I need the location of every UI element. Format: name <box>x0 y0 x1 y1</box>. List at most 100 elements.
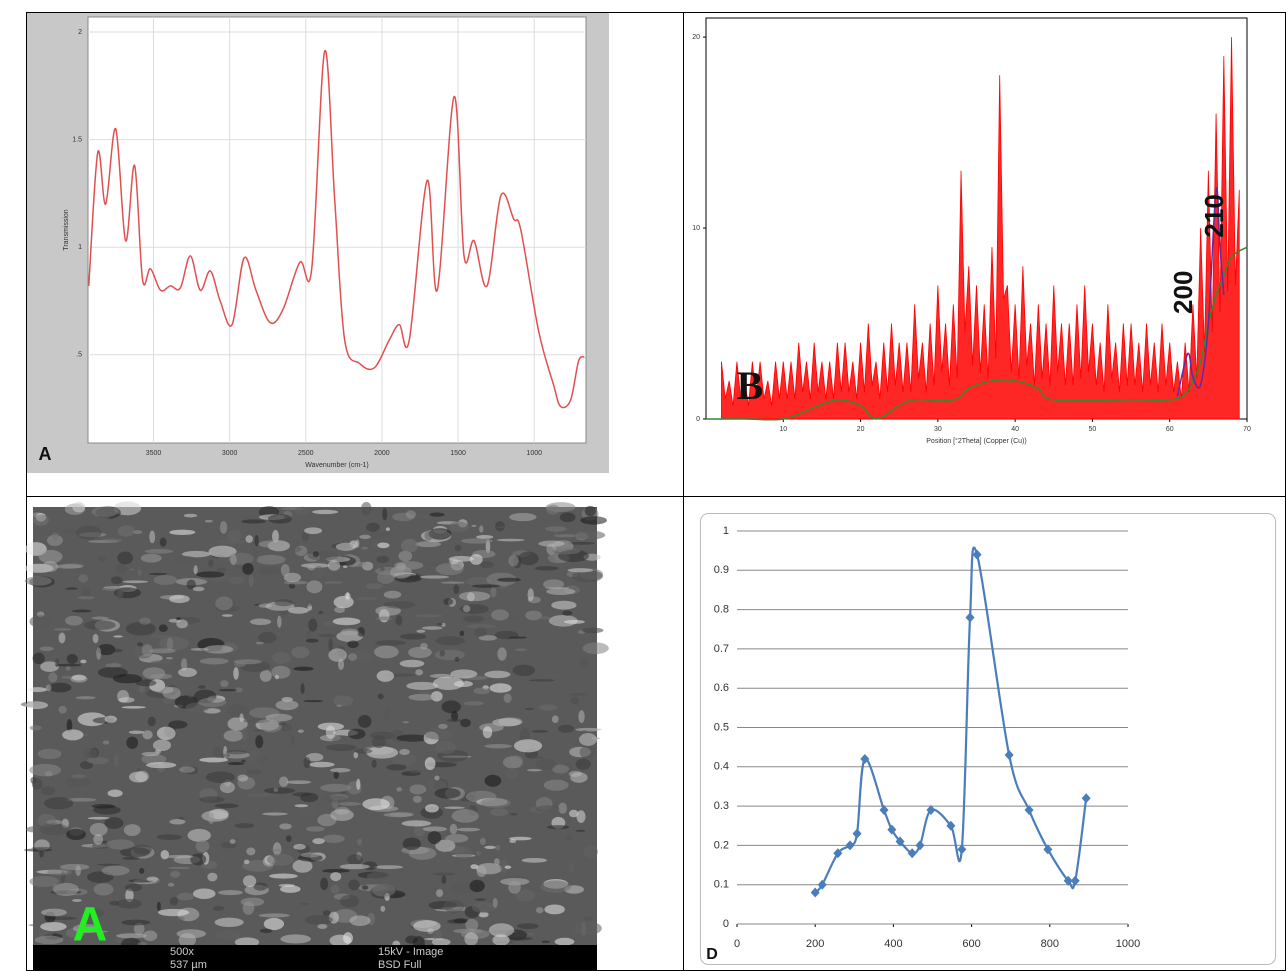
sem-texture <box>366 522 380 532</box>
sem-texture <box>79 761 94 770</box>
sem-texture <box>87 816 111 820</box>
sem-texture <box>66 828 86 841</box>
sem-texture <box>480 561 495 569</box>
sem-texture <box>400 538 419 553</box>
sem-texture <box>91 804 116 809</box>
sem-texture <box>545 526 567 532</box>
sem-texture <box>538 540 565 547</box>
sem-texture <box>572 570 603 583</box>
sem-texture <box>40 661 59 672</box>
sem-texture <box>139 867 145 874</box>
sem-texture <box>156 834 183 840</box>
sem-texture <box>371 735 386 749</box>
sem-texture <box>415 541 442 548</box>
sem-texture <box>229 839 236 844</box>
sem-texture <box>288 606 309 614</box>
sem-texture <box>167 882 175 887</box>
sem-texture <box>274 674 280 680</box>
sem-texture <box>300 683 305 695</box>
sem-texture <box>169 594 190 604</box>
sem-texture <box>153 574 178 585</box>
sem-texture <box>280 885 301 893</box>
sem-texture <box>570 696 580 705</box>
sem-texture <box>305 630 312 641</box>
sem-texture <box>133 922 145 936</box>
sem-texture <box>469 879 485 893</box>
sem-texture <box>227 529 242 542</box>
sem-texture <box>506 936 533 941</box>
sem-texture <box>439 649 445 657</box>
sem-texture <box>190 647 209 651</box>
sem-texture <box>448 521 469 533</box>
y-tick-label: .5 <box>76 352 82 359</box>
sem-texture <box>487 929 516 934</box>
sem-texture <box>491 609 509 621</box>
sem-texture <box>342 565 348 569</box>
sem-texture <box>159 537 167 547</box>
sem-texture <box>201 810 229 822</box>
sem-texture <box>240 897 265 907</box>
sem-texture <box>475 850 482 857</box>
sem-texture <box>512 664 536 677</box>
sem-texture <box>198 685 206 689</box>
sem-texture <box>54 663 82 667</box>
sem-texture <box>100 538 122 543</box>
sem-texture <box>149 530 156 544</box>
sem-texture <box>575 727 602 732</box>
sem-texture <box>568 862 575 873</box>
sem-texture <box>347 640 359 649</box>
sem-texture <box>434 649 465 661</box>
sem-texture <box>76 525 102 540</box>
sem-texture <box>248 574 254 588</box>
sem-texture <box>278 722 287 726</box>
sem-texture <box>242 875 257 888</box>
sem-texture <box>413 920 441 932</box>
x-tick-label: 3500 <box>146 450 162 457</box>
sem-texture <box>399 748 410 756</box>
data-point <box>1043 844 1053 855</box>
sem-texture <box>405 510 416 519</box>
sem-texture <box>307 550 339 561</box>
sem-texture <box>297 729 304 733</box>
sem-texture <box>543 579 565 590</box>
x-tick-label: 800 <box>1041 938 1059 950</box>
sem-texture <box>288 583 296 589</box>
sem-texture <box>435 740 456 754</box>
sem-texture <box>91 506 118 517</box>
sem-texture <box>286 780 312 784</box>
sem-texture <box>181 658 188 671</box>
sem-texture <box>166 854 194 859</box>
sem-texture <box>169 896 179 906</box>
sem-texture <box>443 899 465 913</box>
sem-texture <box>490 808 508 817</box>
sem-texture <box>562 610 573 616</box>
sem-texture <box>551 548 581 555</box>
sem-texture <box>343 932 353 944</box>
sem-texture <box>176 617 181 621</box>
sem-texture <box>277 615 282 628</box>
sem-texture <box>431 938 451 946</box>
sem-texture <box>148 648 176 654</box>
sem-texture <box>53 628 72 631</box>
sem-texture <box>428 528 452 540</box>
sem-texture <box>538 616 551 620</box>
sem-texture <box>421 626 443 630</box>
sem-texture <box>39 849 44 858</box>
sem-texture <box>181 550 211 558</box>
data-point <box>907 848 917 859</box>
sem-texture <box>441 700 461 714</box>
data-point <box>1024 805 1034 816</box>
sem-texture <box>66 797 97 802</box>
sem-info-bar <box>33 945 597 971</box>
sem-texture <box>40 786 56 796</box>
sem-texture <box>141 644 153 657</box>
sem-texture <box>579 733 598 746</box>
sem-texture <box>241 759 246 763</box>
sem-texture <box>32 652 45 665</box>
data-point <box>810 887 820 898</box>
sem-texture <box>576 810 586 824</box>
data-point <box>915 840 925 851</box>
sem-texture <box>540 880 571 893</box>
sem-texture <box>332 617 361 626</box>
